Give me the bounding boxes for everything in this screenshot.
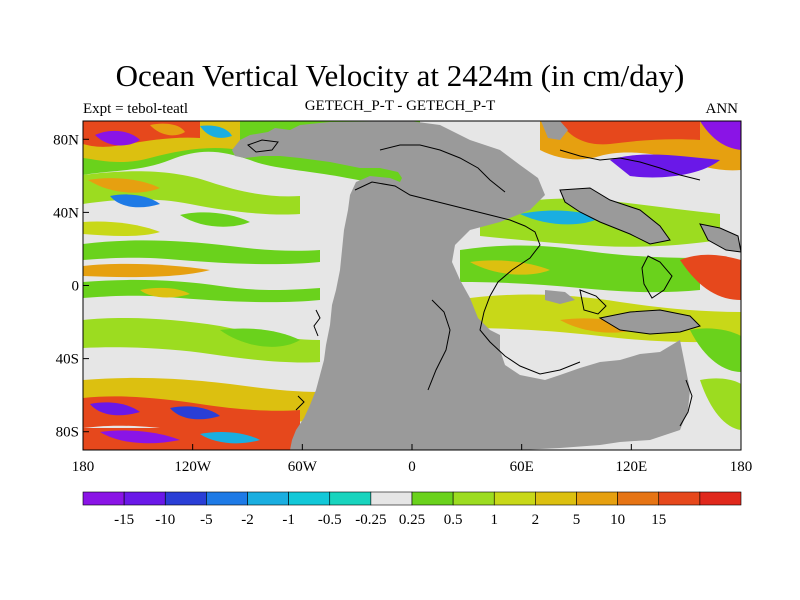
colorbar-label: 0.5	[444, 512, 463, 528]
y-tick-label: 80N	[53, 132, 79, 148]
colorbar: -15 -10 -5 -2 -1 -0.5 -0.25 0.25 0.5 1 2 5 10 15	[82, 491, 742, 528]
colorbar-swatch	[535, 491, 577, 506]
coastlines	[247, 139, 741, 427]
colorbar-swatch	[617, 491, 660, 506]
colorbar-label: 5	[573, 512, 581, 528]
colorbar-swatch	[164, 491, 207, 506]
colorbar-swatch	[247, 491, 289, 506]
colorbar-label: 2	[532, 512, 540, 528]
colorbar-swatch	[411, 491, 454, 506]
colorbar-label: -2	[241, 512, 254, 528]
colorbar-swatch	[699, 491, 742, 506]
colorbar-swatch	[329, 491, 372, 506]
map-plot-area	[83, 121, 741, 450]
x-tick-label: 120E	[615, 459, 647, 475]
colorbar-swatch	[493, 491, 536, 506]
y-tick-label: 40S	[56, 352, 79, 368]
x-tick-label: 0	[408, 459, 416, 475]
season-label: ANN	[705, 101, 739, 117]
colorbar-label: 0.25	[399, 512, 425, 528]
x-tick-label: 120W	[174, 459, 212, 475]
colorbar-label: -0.5	[318, 512, 342, 528]
land-masses	[232, 121, 741, 450]
colorbar-swatch	[288, 491, 331, 506]
colorbar-label: 15	[651, 512, 666, 528]
colorbar-label: 1	[491, 512, 499, 528]
y-tick-label: 40N	[53, 205, 79, 221]
colorbar-swatch	[206, 491, 248, 506]
colorbar-label: -1	[282, 512, 295, 528]
colorbar-label: -10	[155, 512, 175, 528]
colorbar-swatch	[658, 491, 701, 506]
colorbar-label: -15	[114, 512, 134, 528]
axis-ticks: 180 120W 60W 0 60E 120E 180 80N 40N 0 40S 80S	[53, 132, 752, 475]
x-tick-label: 180	[72, 459, 95, 475]
colorbar-label: 10	[610, 512, 625, 528]
experiment-label: Expt = tebol-teatl	[83, 101, 189, 117]
x-tick-label: 60W	[288, 459, 318, 475]
x-tick-label: 180	[730, 459, 753, 475]
colorbar-label: -5	[200, 512, 213, 528]
colorbar-swatch	[576, 491, 618, 506]
x-tick-label: 60E	[510, 459, 534, 475]
y-tick-label: 80S	[56, 425, 79, 441]
model-comparison-label: GETECH_P-T - GETECH_P-T	[304, 98, 496, 114]
colorbar-swatch	[452, 491, 495, 506]
colorbar-swatch	[82, 491, 125, 506]
chart-title: Ocean Vertical Velocity at 2424m (in cm/…	[115, 58, 685, 93]
colorbar-swatch	[370, 491, 413, 506]
colorbar-label: -0.25	[355, 512, 386, 528]
colorbar-swatch	[123, 491, 166, 506]
y-tick-label: 0	[72, 279, 80, 295]
